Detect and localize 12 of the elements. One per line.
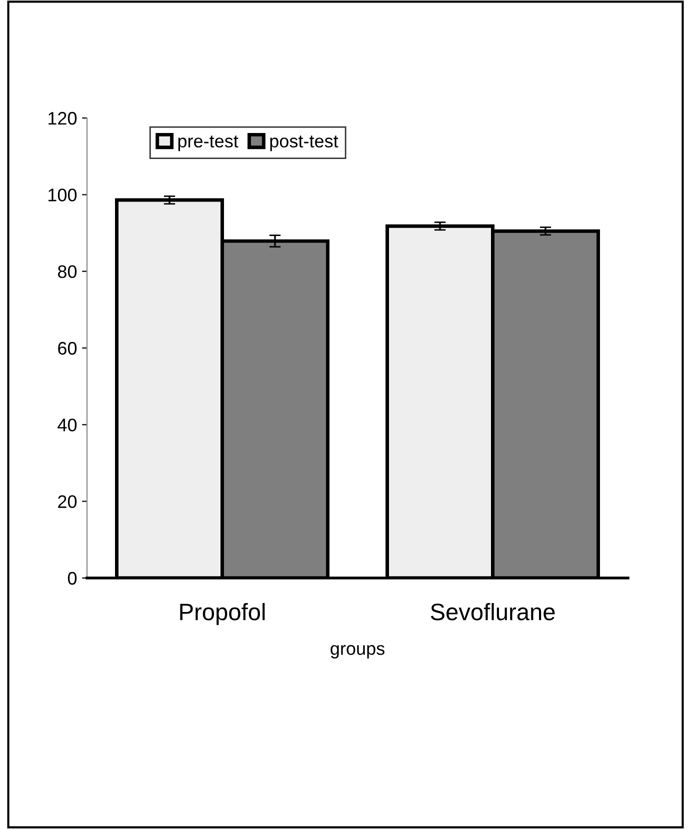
y-tick-label: 40 [58,418,77,432]
y-tick-label: 20 [58,495,77,508]
legend-label: post-test [270,136,338,152]
y-tick-label: 80 [58,265,77,278]
x-tick-label: Propofol [180,603,265,626]
y-tick-label: 0 [68,572,77,585]
x-axis-title: groups [330,645,384,659]
y-tick-label: 100 [48,188,77,202]
y-tick-label: 60 [58,342,77,355]
x-tick-label: Sevoflurane [430,603,555,620]
y-tick-label: 120 [48,112,77,125]
legend-label: pre-test [178,136,238,152]
